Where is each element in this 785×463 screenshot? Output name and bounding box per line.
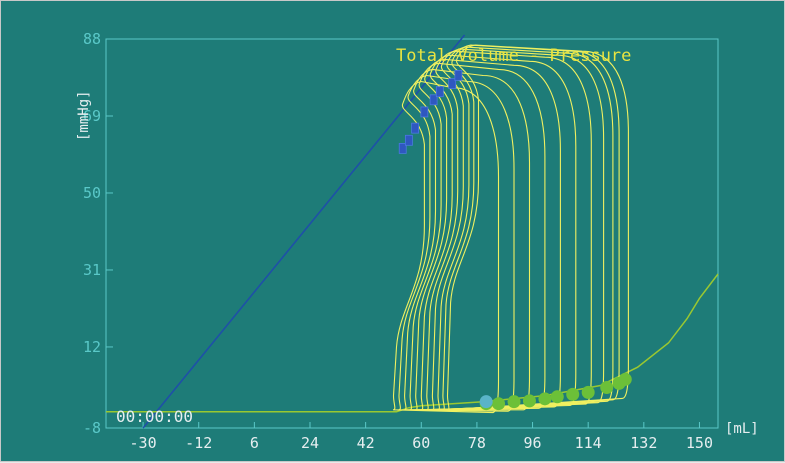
x-tick-label: 24: [301, 434, 319, 452]
x-tick-label: 60: [412, 434, 430, 452]
y-axis-ticks: 88 69 50 31 12 -8: [83, 30, 113, 437]
esp-line: [142, 34, 466, 429]
pv-loop: [398, 74, 515, 412]
esp-marker: [405, 134, 413, 146]
esp-marker: [435, 86, 444, 98]
pv-loop: [409, 62, 546, 411]
y-tick-label: 31: [83, 261, 101, 279]
plot-area-frame: [105, 38, 719, 429]
esp-marker: [411, 122, 419, 134]
pv-loop: [426, 50, 592, 411]
esp-marker: [420, 106, 429, 118]
current-edv-marker: [479, 395, 493, 409]
y-tick-label: 69: [83, 107, 101, 125]
edv-marker: [522, 394, 536, 408]
esp-marker: [398, 143, 407, 154]
edv-markers: [479, 372, 632, 411]
x-tick-label: 78: [468, 434, 486, 452]
edv-marker: [550, 390, 564, 404]
plot-border: [105, 38, 719, 429]
x-tick-label: 114: [575, 434, 602, 452]
esp-marker: [429, 94, 438, 106]
esp-marker: [454, 70, 463, 81]
x-tick-label: 150: [686, 434, 713, 452]
edv-marker: [600, 380, 614, 394]
edv-marker: [538, 392, 552, 406]
pv-loop: [415, 58, 561, 411]
chart-title: Total Volume - Pressure: [396, 46, 631, 66]
x-axis-ticks: -30 -12 6 24 42 60 78 96 114 132 150: [130, 422, 713, 452]
end-systolic-pressure-line: [142, 34, 466, 429]
x-tick-label: -12: [185, 434, 212, 452]
pv-loop: [431, 48, 605, 411]
elapsed-timer: 00:00:00: [116, 407, 193, 426]
esp-markers: [398, 70, 463, 154]
y-tick-label: 12: [83, 338, 101, 356]
y-tick-label: 50: [83, 184, 101, 202]
pv-loop: [392, 80, 500, 414]
x-tick-label: -30: [130, 434, 157, 452]
pv-loop: [404, 68, 531, 411]
y-tick-label: -8: [83, 419, 101, 437]
pv-loop: [420, 54, 577, 411]
pv-loop: [442, 44, 620, 411]
esp-marker: [448, 78, 457, 89]
edv-marker: [507, 395, 521, 409]
edv-marker: [618, 372, 632, 386]
pv-loop: [437, 46, 614, 411]
x-axis-label: [mL]: [725, 421, 759, 437]
edv-marker: [581, 385, 595, 399]
pv-loops: [392, 44, 629, 414]
x-tick-label: 132: [630, 434, 657, 452]
x-tick-label: 96: [524, 434, 542, 452]
pv-loop: [446, 44, 629, 411]
y-tick-label: 88: [83, 30, 101, 48]
x-tick-label: 6: [250, 434, 259, 452]
x-tick-label: 42: [357, 434, 375, 452]
edv-marker: [566, 387, 580, 401]
y-axis-label: [mmHg]: [76, 90, 92, 141]
edv-marker: [492, 397, 506, 411]
